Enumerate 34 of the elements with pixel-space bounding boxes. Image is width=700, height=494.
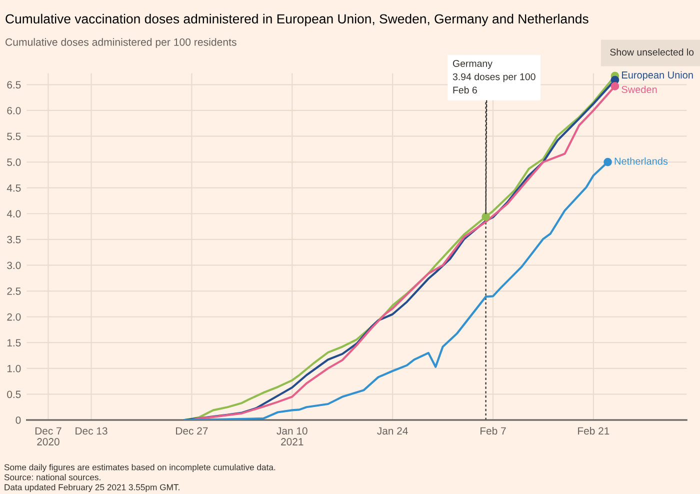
x-tick-label: Dec 27	[176, 427, 208, 435]
chart-subtitle: Cumulative doses administered per 100 residents	[6, 38, 236, 48]
y-tick-label: 5.0	[7, 158, 21, 166]
x-tick-label: Jan 10 2021	[276, 427, 308, 446]
point	[610, 82, 620, 90]
x-tick-label: Jan 24	[377, 427, 408, 435]
point	[482, 212, 490, 221]
y-tick-label: 1.5	[7, 339, 21, 346]
text: Data updated February 25 2021 3.55pm GMT.	[4, 484, 180, 492]
series-label: Sweden	[622, 86, 657, 94]
y-tick-label: 2.5	[7, 288, 21, 295]
y-tick-label: 6.0	[7, 106, 21, 114]
x-tick-label: Feb 7	[480, 426, 506, 435]
y-tick-label: 5.5	[7, 132, 21, 140]
y-tick-label: 0.5	[7, 390, 21, 398]
y-tick-label: 6.5	[7, 81, 21, 89]
chart-title: Cumulative vaccination doses administered in European Union, Sweden, Germany and Netherlands	[6, 14, 588, 26]
x-tick-label: Dec 13	[76, 427, 108, 435]
y-tick-label: 3.0	[7, 262, 21, 270]
series-label: European Union	[622, 71, 693, 81]
y-tick-label: 2.0	[7, 313, 21, 321]
x-tick-label: Dec 7 2020	[35, 427, 62, 446]
text: Some daily figures are estimates based on incomplete cumulative data.	[4, 464, 276, 472]
annotation: Germany 3.94 doses per 100 Feb 6	[452, 60, 536, 94]
text: Show unselected lo	[610, 48, 694, 56]
y-tick-label: 0	[16, 416, 21, 424]
y-tick-label: 1.0	[7, 364, 21, 372]
point	[604, 158, 612, 166]
y-tick-label: 4.5	[6, 184, 21, 192]
source-note: Source: national sources.	[4, 474, 100, 480]
series-label: Netherlands	[614, 157, 668, 165]
y-tick-label: 4.0	[6, 210, 21, 218]
y-tick-label: 3.5	[7, 236, 21, 244]
x-tick-label: Feb 21	[578, 426, 610, 435]
